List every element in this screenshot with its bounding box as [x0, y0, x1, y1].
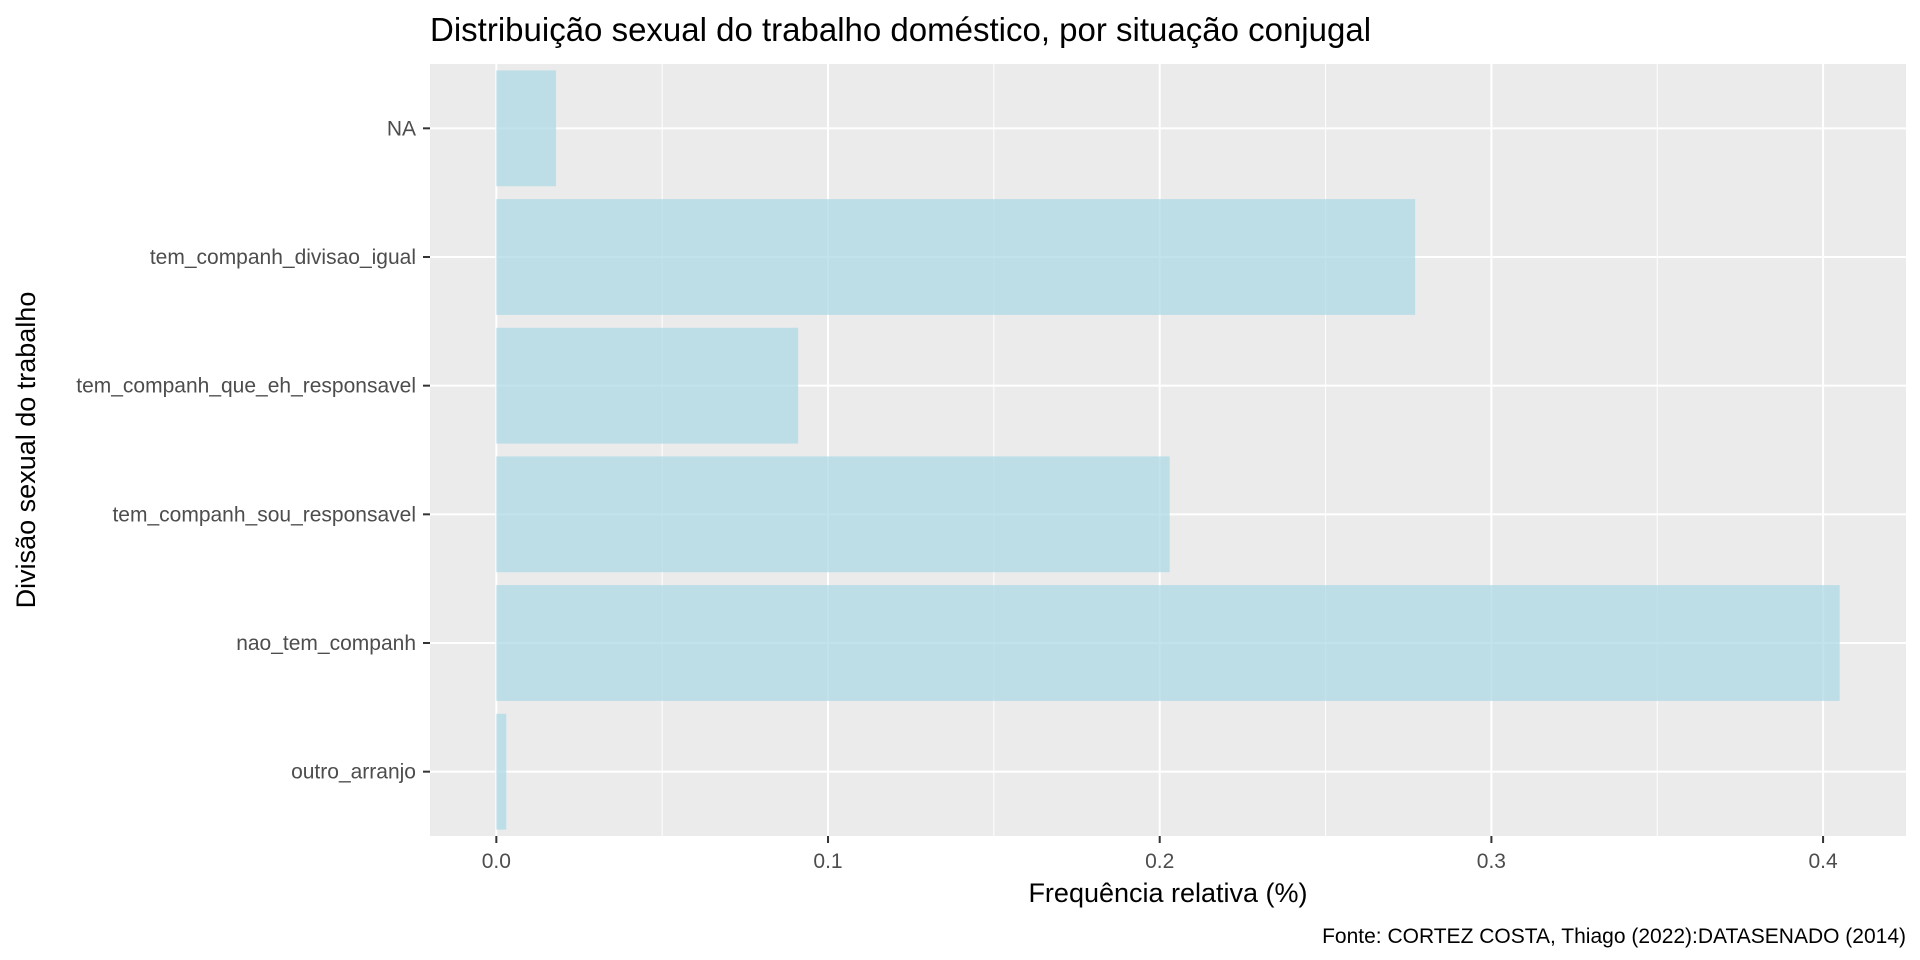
bar-tem-companh-divisao-igual [496, 199, 1416, 315]
source-caption: Fonte: CORTEZ COSTA, Thiago (2022):DATAS… [1322, 925, 1906, 948]
bar-na [496, 70, 557, 187]
x-tick-label: 0.4 [1808, 850, 1838, 873]
minor-gridlines [661, 64, 1658, 836]
bar-outro-arranjo [496, 713, 507, 830]
x-tick-label: 0.3 [1477, 850, 1506, 873]
x-tick-label: 0.2 [1145, 850, 1174, 873]
y-tick-label: tem_companh_que_eh_responsavel [76, 375, 416, 398]
y-tick-label: nao_tem_companh [236, 632, 416, 655]
y-tick-label: NA [387, 117, 416, 140]
y-tick-label: tem_companh_sou_responsavel [112, 503, 416, 526]
y-tick-label: tem_companh_divisao_igual [150, 246, 416, 269]
bar-tem-companh-sou-responsavel [496, 456, 1170, 573]
y-axis-title: Divisão sexual do trabalho [11, 292, 41, 609]
chart-title: Distribuição sexual do trabalho doméstic… [430, 11, 1371, 48]
x-tick-label: 0.0 [482, 850, 511, 873]
x-tick-label: 0.1 [813, 850, 842, 873]
panel-background [430, 64, 1906, 836]
x-axis-ticks: 0.0 0.1 0.2 0.3 0.4 [482, 836, 1838, 873]
x-axis-title: Frequência relativa (%) [1028, 878, 1307, 908]
y-tick-label: outro_arranjo [291, 761, 416, 784]
bars [496, 70, 1840, 830]
bar-tem-companh-que-eh-responsavel [496, 327, 799, 444]
y-axis-ticks: NA tem_companh_divisao_igual tem_companh_q… [76, 117, 430, 784]
bar-nao-tem-companh [496, 585, 1840, 701]
